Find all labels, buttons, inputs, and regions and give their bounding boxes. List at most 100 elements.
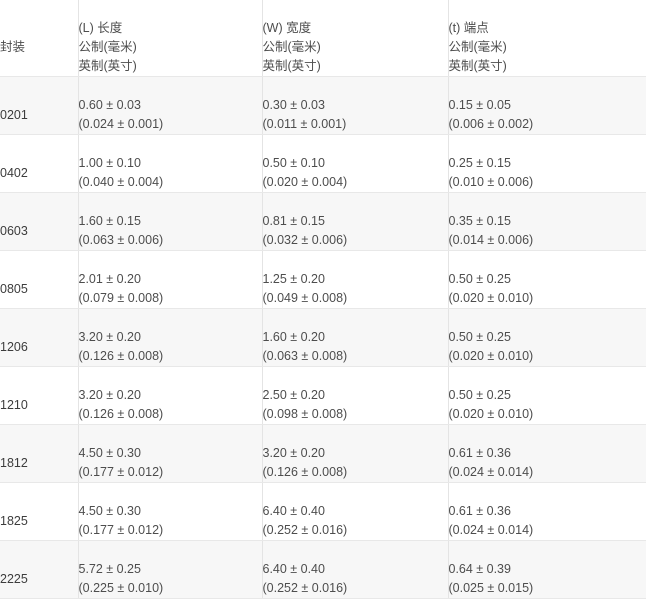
terminal-imperial-value: (0.006 ± 0.002): [449, 115, 646, 134]
width-imperial-value: (0.098 ± 0.008): [263, 405, 448, 424]
length-metric-value: 3.20 ± 0.20: [79, 328, 262, 347]
cell-terminal: 0.25 ± 0.15(0.010 ± 0.006): [448, 135, 646, 193]
cell-terminal: 0.64 ± 0.39(0.025 ± 0.015): [448, 541, 646, 599]
length-imperial-value: (0.079 ± 0.008): [79, 289, 262, 308]
cell-package: 0201: [0, 77, 78, 135]
cell-package: 2225: [0, 541, 78, 599]
package-code: 0201: [0, 106, 78, 125]
package-code: 2225: [0, 570, 78, 589]
terminal-metric-value: 0.15 ± 0.05: [449, 96, 646, 115]
cell-length: 5.72 ± 0.25(0.225 ± 0.010): [78, 541, 262, 599]
cell-length: 4.50 ± 0.30(0.177 ± 0.012): [78, 483, 262, 541]
length-imperial-value: (0.063 ± 0.006): [79, 231, 262, 250]
length-imperial-value: (0.225 ± 0.010): [79, 579, 262, 598]
terminal-metric-value: 0.35 ± 0.15: [449, 212, 646, 231]
cell-length: 1.00 ± 0.10(0.040 ± 0.004): [78, 135, 262, 193]
column-header-width: (W) 宽度 公制(毫米) 英制(英寸): [262, 0, 448, 77]
package-code: 0603: [0, 222, 78, 241]
length-metric-value: 0.60 ± 0.03: [79, 96, 262, 115]
package-code: 1812: [0, 454, 78, 473]
cell-package: 1210: [0, 367, 78, 425]
cell-package: 0402: [0, 135, 78, 193]
cell-package: 1206: [0, 309, 78, 367]
cell-package: 0603: [0, 193, 78, 251]
cell-terminal: 0.61 ± 0.36(0.024 ± 0.014): [448, 425, 646, 483]
cell-package: 1812: [0, 425, 78, 483]
column-header-terminal: (t) 端点 公制(毫米) 英制(英寸): [448, 0, 646, 77]
package-code: 0805: [0, 280, 78, 299]
terminal-imperial-value: (0.025 ± 0.015): [449, 579, 646, 598]
length-metric-value: 4.50 ± 0.30: [79, 502, 262, 521]
length-imperial-value: (0.126 ± 0.008): [79, 347, 262, 366]
column-header-package: 封装: [0, 0, 78, 77]
column-header-terminal-metric: 公制(毫米): [449, 38, 646, 57]
package-code: 0402: [0, 164, 78, 183]
length-metric-value: 3.20 ± 0.20: [79, 386, 262, 405]
cell-terminal: 0.50 ± 0.25(0.020 ± 0.010): [448, 309, 646, 367]
column-header-length-title: (L) 长度: [79, 19, 262, 38]
terminal-metric-value: 0.61 ± 0.36: [449, 444, 646, 463]
width-imperial-value: (0.063 ± 0.008): [263, 347, 448, 366]
cell-width: 1.60 ± 0.20(0.063 ± 0.008): [262, 309, 448, 367]
terminal-metric-value: 0.61 ± 0.36: [449, 502, 646, 521]
column-header-width-imperial: 英制(英寸): [263, 57, 448, 76]
length-imperial-value: (0.040 ± 0.004): [79, 173, 262, 192]
cell-width: 3.20 ± 0.20(0.126 ± 0.008): [262, 425, 448, 483]
cell-width: 0.81 ± 0.15(0.032 ± 0.006): [262, 193, 448, 251]
cell-width: 2.50 ± 0.20(0.098 ± 0.008): [262, 367, 448, 425]
package-code: 1825: [0, 512, 78, 531]
terminal-imperial-value: (0.020 ± 0.010): [449, 347, 646, 366]
cell-length: 1.60 ± 0.15(0.063 ± 0.006): [78, 193, 262, 251]
length-metric-value: 2.01 ± 0.20: [79, 270, 262, 289]
length-metric-value: 4.50 ± 0.30: [79, 444, 262, 463]
cell-width: 1.25 ± 0.20(0.049 ± 0.008): [262, 251, 448, 309]
cell-length: 0.60 ± 0.03(0.024 ± 0.001): [78, 77, 262, 135]
column-header-length-imperial: 英制(英寸): [79, 57, 262, 76]
cell-terminal: 0.35 ± 0.15(0.014 ± 0.006): [448, 193, 646, 251]
width-imperial-value: (0.252 ± 0.016): [263, 579, 448, 598]
cell-terminal: 0.50 ± 0.25(0.020 ± 0.010): [448, 367, 646, 425]
terminal-imperial-value: (0.020 ± 0.010): [449, 405, 646, 424]
width-imperial-value: (0.252 ± 0.016): [263, 521, 448, 540]
width-imperial-value: (0.020 ± 0.004): [263, 173, 448, 192]
terminal-imperial-value: (0.020 ± 0.010): [449, 289, 646, 308]
cell-package: 1825: [0, 483, 78, 541]
terminal-imperial-value: (0.010 ± 0.006): [449, 173, 646, 192]
width-metric-value: 0.50 ± 0.10: [263, 154, 448, 173]
width-imperial-value: (0.032 ± 0.006): [263, 231, 448, 250]
terminal-imperial-value: (0.024 ± 0.014): [449, 521, 646, 540]
terminal-metric-value: 0.64 ± 0.39: [449, 560, 646, 579]
cell-package: 0805: [0, 251, 78, 309]
width-imperial-value: (0.011 ± 0.001): [263, 115, 448, 134]
length-metric-value: 5.72 ± 0.25: [79, 560, 262, 579]
cell-length: 2.01 ± 0.20(0.079 ± 0.008): [78, 251, 262, 309]
package-code: 1206: [0, 338, 78, 357]
column-header-length: (L) 长度 公制(毫米) 英制(英寸): [78, 0, 262, 77]
package-code: 1210: [0, 396, 78, 415]
table-header-row: 封装 (L) 长度 公制(毫米) 英制(英寸) (W) 宽度 公制(毫米) 英制…: [0, 0, 646, 77]
width-metric-value: 0.30 ± 0.03: [263, 96, 448, 115]
column-header-package-label: 封装: [0, 38, 78, 57]
cell-width: 6.40 ± 0.40(0.252 ± 0.016): [262, 483, 448, 541]
length-imperial-value: (0.177 ± 0.012): [79, 521, 262, 540]
width-imperial-value: (0.126 ± 0.008): [263, 463, 448, 482]
column-header-width-title: (W) 宽度: [263, 19, 448, 38]
width-metric-value: 0.81 ± 0.15: [263, 212, 448, 231]
width-metric-value: 3.20 ± 0.20: [263, 444, 448, 463]
cell-width: 0.50 ± 0.10(0.020 ± 0.004): [262, 135, 448, 193]
table-header: 封装 (L) 长度 公制(毫米) 英制(英寸) (W) 宽度 公制(毫米) 英制…: [0, 0, 646, 77]
length-imperial-value: (0.177 ± 0.012): [79, 463, 262, 482]
cell-length: 3.20 ± 0.20(0.126 ± 0.008): [78, 309, 262, 367]
cell-length: 3.20 ± 0.20(0.126 ± 0.008): [78, 367, 262, 425]
width-metric-value: 6.40 ± 0.40: [263, 560, 448, 579]
width-metric-value: 2.50 ± 0.20: [263, 386, 448, 405]
